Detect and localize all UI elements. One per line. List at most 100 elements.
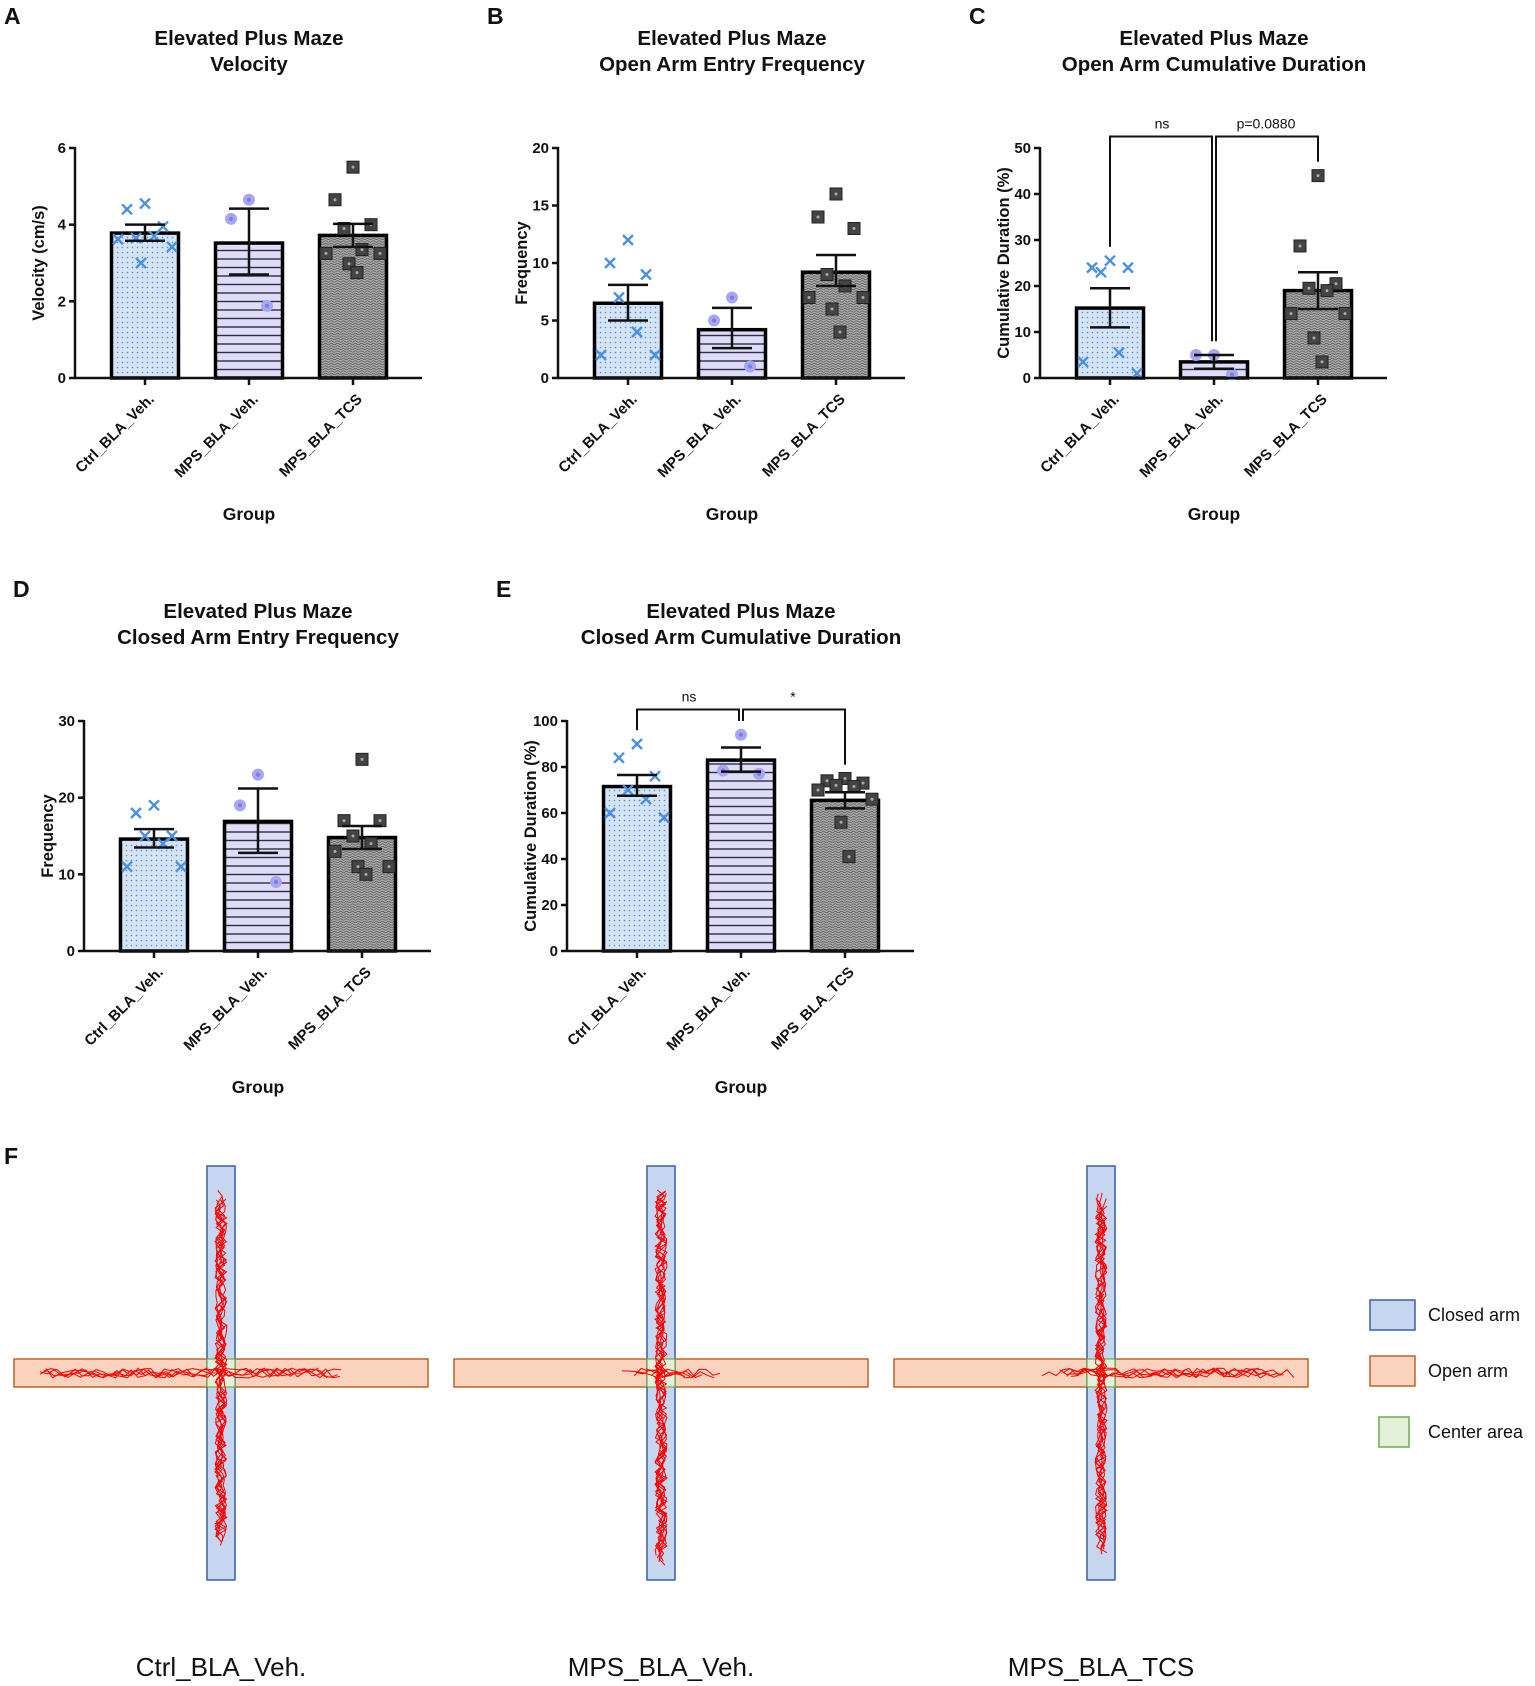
data-point-square [382, 860, 396, 874]
chart-title: Closed Arm Cumulative Duration [581, 626, 901, 649]
data-point-x [1077, 356, 1089, 368]
y-tick-label: 40 [1014, 186, 1031, 203]
y-tick-label: 30 [58, 713, 75, 730]
data-point-x [613, 291, 625, 304]
legend-swatch [1369, 1355, 1416, 1387]
legend-item: Open arm [1369, 1355, 1508, 1387]
data-point-x [130, 807, 142, 819]
center-area [1086, 1358, 1116, 1388]
significance-bracket: ns [1109, 116, 1213, 342]
data-point-x [595, 349, 607, 361]
legend-item: Center area [1378, 1416, 1524, 1448]
data-point-x [121, 203, 133, 216]
y-tick-label: 50 [1014, 140, 1031, 157]
trajectory-path [1041, 1192, 1295, 1555]
x-tick-label: Ctrl_BLA_Veh. [564, 964, 650, 1050]
data-point-square [1293, 239, 1307, 253]
data-point-square [1302, 281, 1316, 295]
data-point-x [166, 830, 178, 842]
y-tick-label: 10 [58, 866, 75, 883]
error-bar-3 [816, 253, 856, 288]
data-point-x [148, 230, 160, 243]
significance-label: p=0.0880 [1237, 116, 1296, 132]
y-tick-label: 15 [532, 198, 549, 215]
data-point-x [631, 326, 643, 338]
data-point-square [373, 246, 387, 260]
trajectory-path [621, 1189, 721, 1566]
y-tick-label: 2 [58, 293, 66, 310]
data-point-x [139, 197, 151, 210]
data-point-square [829, 778, 843, 792]
data-point-square [1338, 307, 1352, 321]
x-axis-label: Group [223, 504, 276, 524]
data-point-x [604, 807, 616, 819]
points-group-3 [811, 772, 879, 864]
y-tick-label: 0 [67, 943, 75, 960]
data-point-circle [708, 314, 720, 327]
x-tick-label: Ctrl_BLA_Veh. [1037, 391, 1123, 477]
chart-title: Elevated Plus Maze [1119, 27, 1308, 50]
y-tick-label: 20 [58, 790, 75, 807]
points-group-2 [234, 768, 282, 888]
data-point-square [1311, 169, 1325, 183]
x-axis-label: Group [706, 504, 759, 524]
chart-title: Elevated Plus Maze [637, 27, 826, 50]
data-point-square [337, 222, 351, 235]
points-group-2 [225, 193, 273, 312]
chart-title: Elevated Plus Maze [154, 27, 343, 50]
data-point-square [359, 867, 373, 881]
chart-title: Velocity [210, 53, 288, 76]
chart-title: Elevated Plus Maze [163, 600, 352, 623]
data-point-x [640, 268, 652, 281]
x-tick-label: MPS_BLA_TCS [285, 964, 375, 1054]
points-group-3 [328, 752, 396, 881]
data-point-square [847, 222, 861, 235]
bar-3 [800, 270, 872, 380]
y-tick-label: 60 [541, 805, 558, 822]
y-tick-label: 0 [58, 370, 66, 387]
points-group-1 [595, 234, 661, 361]
y-axis-label: Velocity (cm/s) [30, 205, 48, 321]
x-tick-label: Ctrl_BLA_Veh. [72, 391, 158, 477]
error-bar-2 [1194, 353, 1234, 371]
panel-letter: B [487, 3, 504, 29]
data-point-x [1122, 261, 1134, 274]
x-tick-label: Ctrl_BLA_Veh. [555, 391, 641, 477]
data-point-x [1131, 367, 1143, 380]
significance-bracket: p=0.0880 [1215, 116, 1319, 342]
maze-1: Ctrl_BLA_Veh. [13, 1165, 429, 1682]
data-point-x [157, 220, 169, 233]
maze-2: MPS_BLA_Veh. [453, 1165, 869, 1682]
x-tick-label: MPS_BLA_Veh. [654, 391, 744, 481]
data-point-x [166, 241, 178, 253]
error-bar-2 [229, 207, 269, 276]
data-point-circle [735, 728, 747, 741]
data-point-square [346, 160, 360, 174]
data-point-x [631, 738, 643, 750]
x-tick-label: MPS_BLA_Veh. [180, 964, 270, 1054]
maze-3: MPS_BLA_TCS [893, 1165, 1309, 1682]
data-point-square [811, 783, 825, 797]
y-tick-label: 10 [1014, 324, 1031, 341]
error-bar-2 [721, 746, 761, 773]
data-point-circle [726, 291, 738, 304]
data-point-x [121, 860, 133, 873]
data-point-square [364, 837, 378, 851]
bar-1 [118, 837, 190, 953]
data-point-circle [261, 299, 273, 312]
error-bar-1 [134, 827, 174, 849]
y-tick-label: 0 [550, 943, 558, 960]
data-point-x [1086, 261, 1098, 274]
data-point-square [842, 850, 856, 864]
trajectory-path [39, 1189, 342, 1546]
data-point-square [834, 815, 848, 829]
error-bar-3 [1298, 270, 1338, 311]
data-point-circle [270, 876, 282, 888]
data-point-x [148, 799, 160, 812]
x-tick-label: MPS_BLA_Veh. [171, 391, 261, 481]
maze-trajectory-panel-f: F Ctrl_BLA_Veh. MPS_BLA_Veh. MPS_BLA_TCS Clo… [4, 1143, 1524, 1682]
data-point-square [820, 268, 834, 281]
error-bar-2 [238, 787, 278, 855]
significance-label: ns [682, 689, 697, 705]
data-point-x [139, 830, 151, 842]
